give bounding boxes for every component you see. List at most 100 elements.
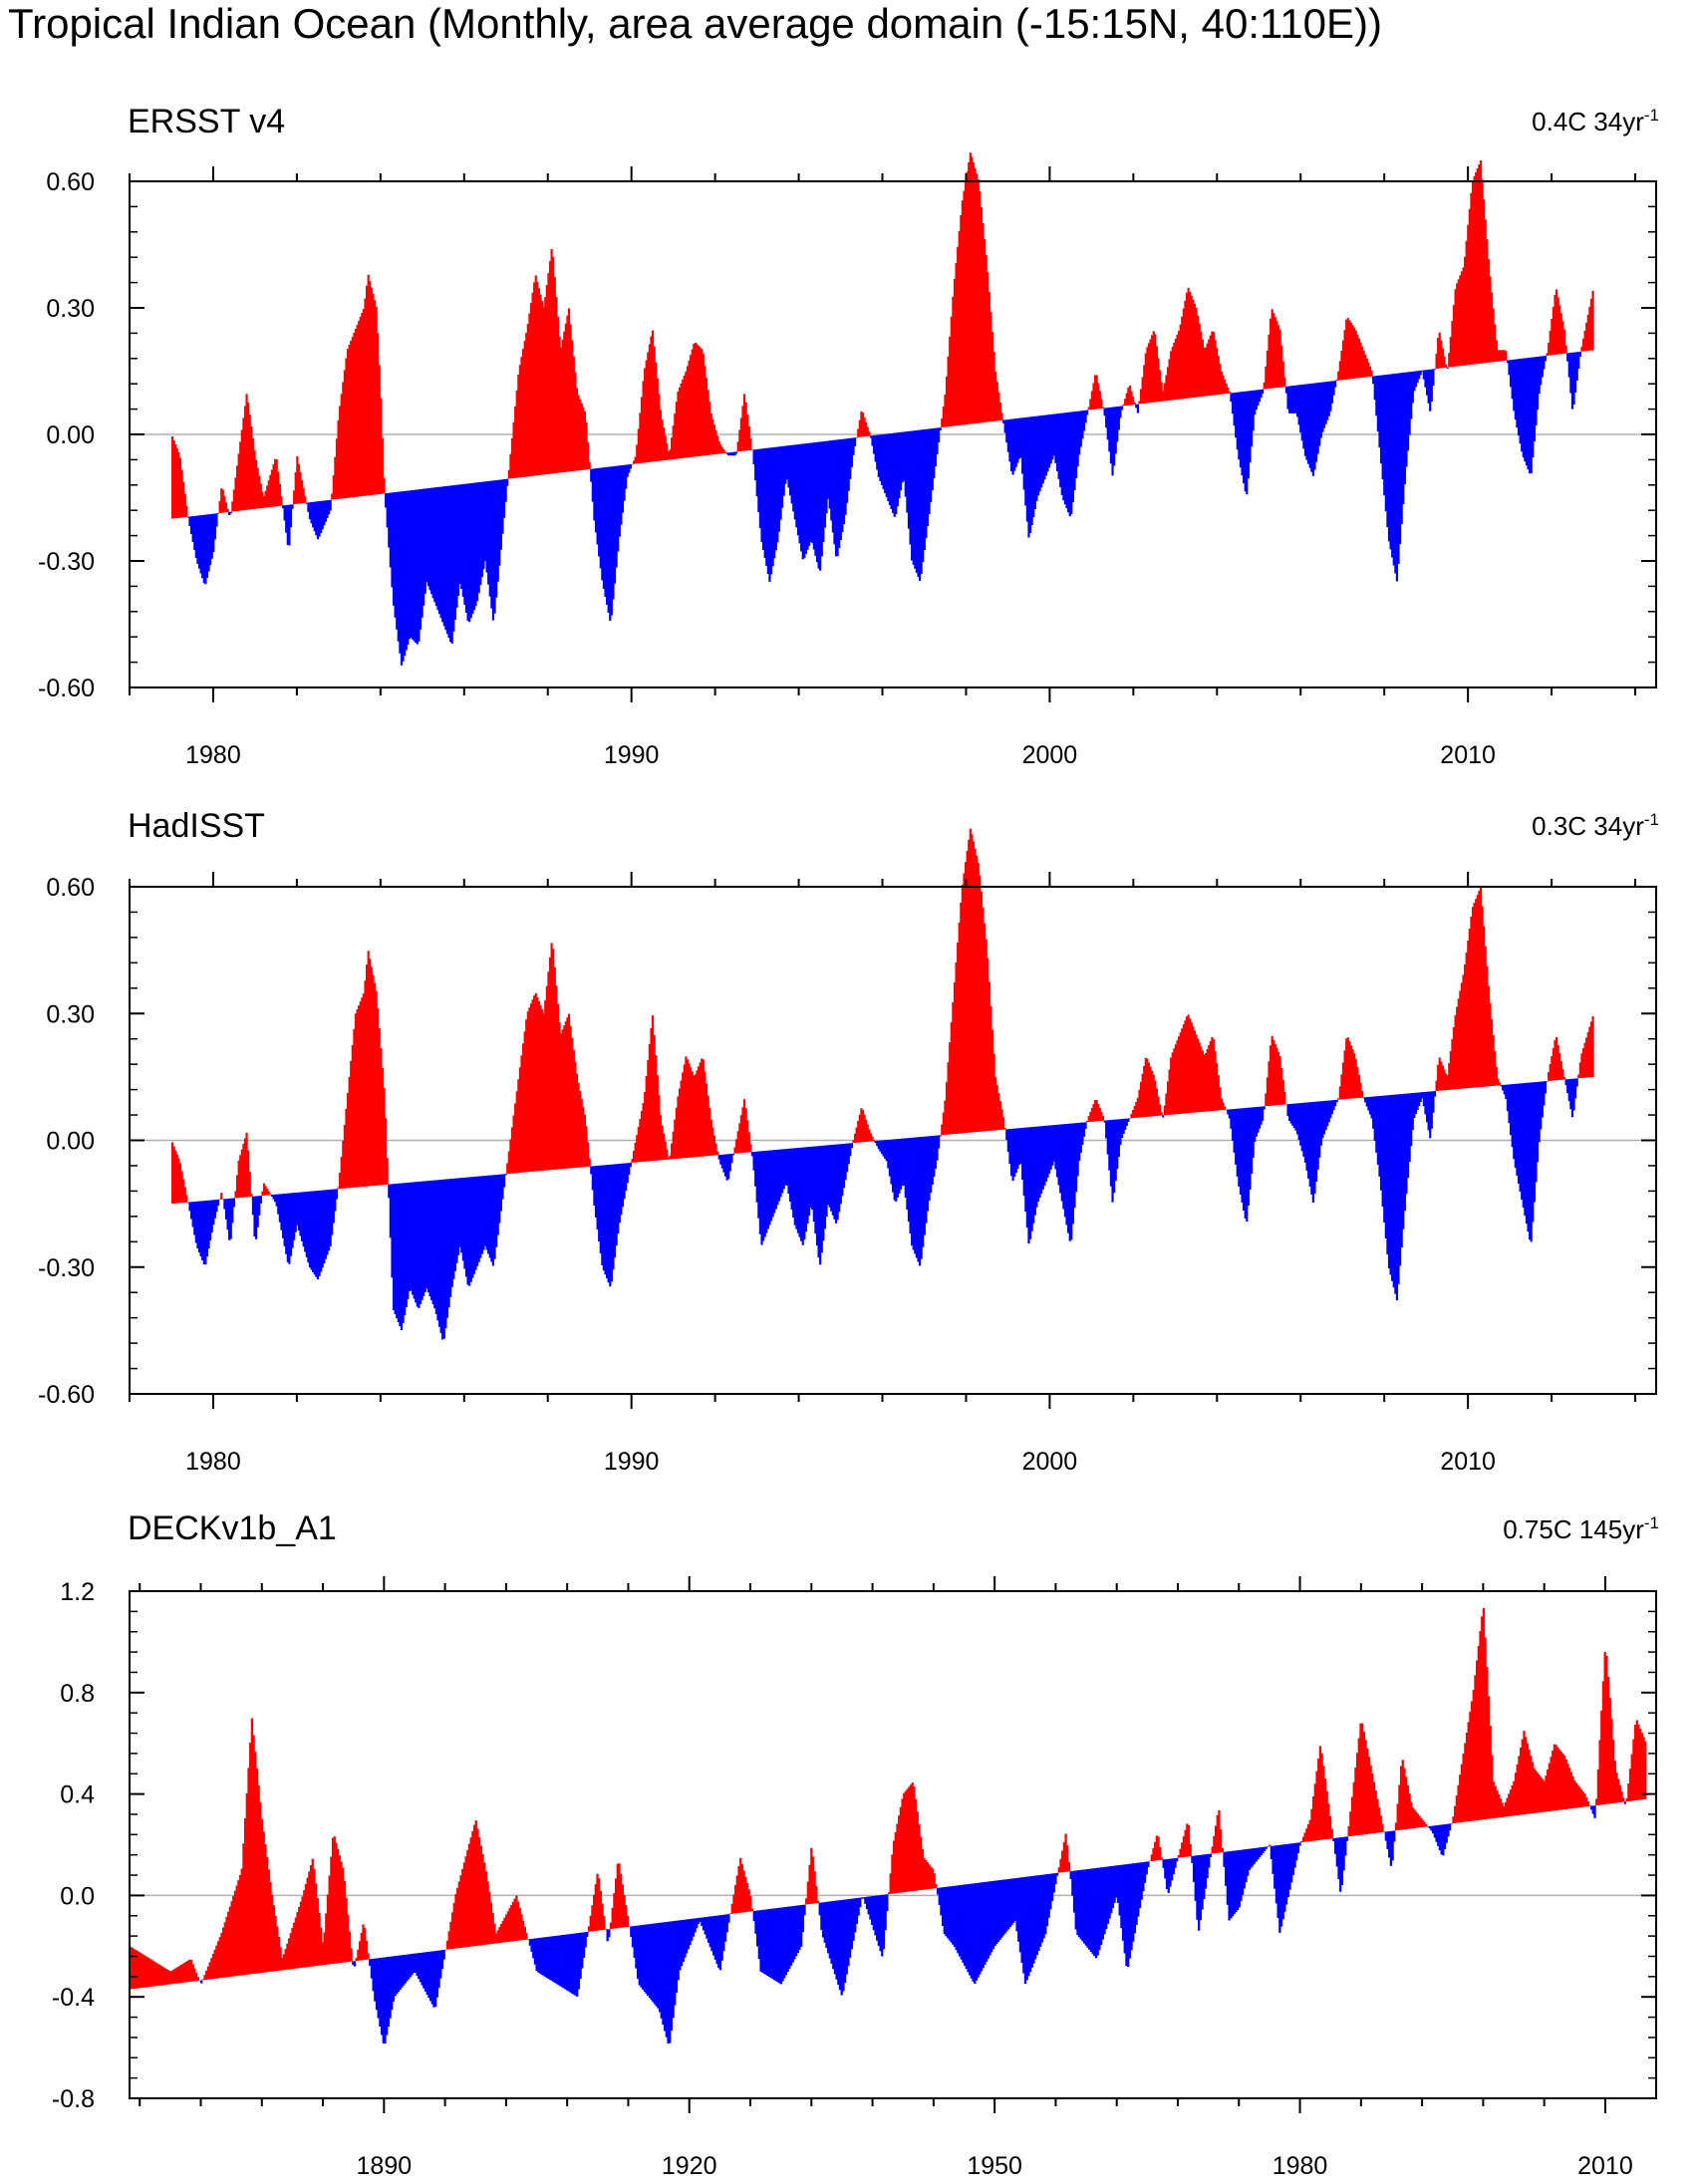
positive-anomaly-bar bbox=[1448, 353, 1451, 368]
positive-anomaly-bar bbox=[381, 437, 385, 494]
negative-anomaly-bar bbox=[313, 501, 316, 532]
positive-anomaly-bar bbox=[1471, 179, 1475, 365]
negative-anomaly-bar bbox=[1115, 1865, 1118, 1898]
positive-anomaly-bar bbox=[1460, 1764, 1464, 1822]
negative-anomaly-bar bbox=[1270, 1845, 1274, 1860]
negative-anomaly-bar bbox=[798, 443, 801, 544]
negative-anomaly-bar bbox=[814, 1146, 817, 1234]
positive-anomaly-bar bbox=[1561, 1069, 1564, 1080]
positive-anomaly-bar bbox=[523, 341, 526, 477]
positive-anomaly-bar bbox=[320, 1927, 323, 1966]
positive-anomaly-bar bbox=[186, 1960, 189, 1983]
positive-anomaly-bar bbox=[1528, 1749, 1531, 1814]
positive-anomaly-bar bbox=[746, 1120, 749, 1153]
negative-anomaly-bar bbox=[1247, 1107, 1250, 1207]
positive-anomaly-bar bbox=[509, 1139, 512, 1174]
positive-anomaly-bar bbox=[1263, 382, 1266, 390]
negative-anomaly-bar bbox=[1274, 1845, 1278, 1904]
negative-anomaly-bar bbox=[896, 432, 899, 507]
positive-anomaly-bar bbox=[362, 309, 366, 496]
negative-anomaly-bar bbox=[186, 516, 190, 518]
negative-anomaly-bar bbox=[1450, 1823, 1453, 1824]
negative-anomaly-bar bbox=[210, 1200, 213, 1233]
negative-anomaly-bar bbox=[1120, 406, 1124, 410]
negative-anomaly-bar bbox=[613, 465, 617, 584]
positive-anomaly-bar bbox=[1204, 1052, 1208, 1112]
positive-anomaly-bar bbox=[561, 1029, 564, 1170]
negative-anomaly-bar bbox=[1570, 1078, 1574, 1118]
positive-anomaly-bar bbox=[637, 1127, 640, 1163]
positive-anomaly-bar bbox=[1360, 346, 1364, 378]
negative-anomaly-bar bbox=[1532, 1082, 1535, 1223]
negative-anomaly-bar bbox=[1238, 1108, 1241, 1187]
positive-anomaly-bar bbox=[1138, 1089, 1141, 1118]
negative-anomaly-bar bbox=[204, 1201, 207, 1265]
negative-anomaly-bar bbox=[1049, 1125, 1052, 1170]
negative-anomaly-bar bbox=[777, 1907, 781, 1984]
positive-anomaly-bar bbox=[278, 483, 281, 506]
negative-anomaly-bar bbox=[1293, 1842, 1296, 1868]
negative-anomaly-bar bbox=[1105, 408, 1108, 428]
negative-anomaly-bar bbox=[874, 434, 877, 462]
positive-anomaly-bar bbox=[1495, 340, 1498, 362]
figure-title: Tropical Indian Ocean (Monthly, area ave… bbox=[8, 0, 1382, 47]
positive-anomaly-bar bbox=[1349, 322, 1353, 380]
negative-anomaly-bar bbox=[1524, 358, 1527, 462]
positive-anomaly-bar bbox=[1562, 329, 1566, 354]
negative-anomaly-bar bbox=[1574, 1078, 1577, 1099]
positive-anomaly-bar bbox=[909, 1784, 913, 1892]
positive-anomaly-bar bbox=[381, 1068, 385, 1186]
negative-anomaly-bar bbox=[469, 483, 472, 619]
negative-anomaly-bar bbox=[618, 1164, 621, 1224]
positive-anomaly-bar bbox=[342, 382, 345, 499]
negative-anomaly-bar bbox=[801, 1147, 804, 1245]
positive-anomaly-bar bbox=[531, 999, 534, 1172]
positive-anomaly-bar bbox=[293, 1922, 296, 1969]
negative-anomaly-bar bbox=[1538, 1081, 1541, 1143]
negative-anomaly-bar bbox=[631, 1926, 635, 1948]
positive-anomaly-bar bbox=[942, 407, 945, 427]
positive-anomaly-bar bbox=[299, 1901, 303, 1969]
negative-anomaly-bar bbox=[291, 504, 294, 509]
positive-anomaly-bar bbox=[1509, 1789, 1513, 1816]
negative-anomaly-bar bbox=[1028, 416, 1032, 534]
negative-anomaly-bar bbox=[1392, 374, 1395, 566]
negative-anomaly-bar bbox=[993, 1880, 996, 1947]
negative-anomaly-bar bbox=[697, 1917, 701, 1925]
positive-anomaly-bar bbox=[964, 181, 968, 425]
positive-anomaly-bar bbox=[671, 1143, 674, 1160]
positive-anomaly-bar bbox=[1484, 1637, 1487, 1819]
positive-anomaly-bar bbox=[1212, 332, 1216, 396]
x-tick-label: 2000 bbox=[1022, 1448, 1078, 1476]
negative-anomaly-bar bbox=[1065, 1124, 1068, 1226]
negative-anomaly-bar bbox=[1111, 407, 1114, 476]
negative-anomaly-bar bbox=[1260, 1847, 1263, 1856]
positive-anomaly-bar bbox=[672, 425, 675, 459]
positive-anomaly-bar bbox=[332, 475, 335, 500]
panel-title: ERSST v4 bbox=[128, 103, 285, 140]
negative-anomaly-bar bbox=[904, 1138, 907, 1199]
positive-anomaly-bar bbox=[653, 1035, 656, 1161]
positive-anomaly-bar bbox=[972, 162, 976, 424]
positive-anomaly-bar bbox=[736, 441, 739, 452]
negative-anomaly-bar bbox=[777, 446, 781, 532]
positive-anomaly-bar bbox=[1552, 1750, 1555, 1811]
negative-anomaly-bar bbox=[1403, 372, 1406, 484]
negative-anomaly-bar bbox=[606, 1165, 609, 1279]
negative-anomaly-bar bbox=[880, 434, 884, 485]
positive-anomaly-bar bbox=[1280, 1068, 1283, 1105]
positive-anomaly-bar bbox=[950, 1022, 953, 1135]
negative-anomaly-bar bbox=[793, 444, 796, 520]
positive-anomaly-bar bbox=[1090, 391, 1093, 410]
positive-anomaly-bar bbox=[1343, 330, 1346, 380]
positive-anomaly-bar bbox=[157, 1964, 161, 1986]
negative-anomaly-bar bbox=[1255, 1847, 1258, 1862]
trend-text: 0.75C 145yr bbox=[1503, 1514, 1644, 1544]
positive-anomaly-bar bbox=[1160, 1112, 1163, 1116]
negative-anomaly-bar bbox=[917, 429, 920, 577]
positive-anomaly-bar bbox=[749, 437, 752, 450]
negative-anomaly-bar bbox=[1055, 413, 1059, 471]
negative-anomaly-bar bbox=[1265, 1846, 1268, 1849]
negative-anomaly-bar bbox=[1299, 1103, 1302, 1146]
positive-anomaly-bar bbox=[1577, 1074, 1580, 1079]
